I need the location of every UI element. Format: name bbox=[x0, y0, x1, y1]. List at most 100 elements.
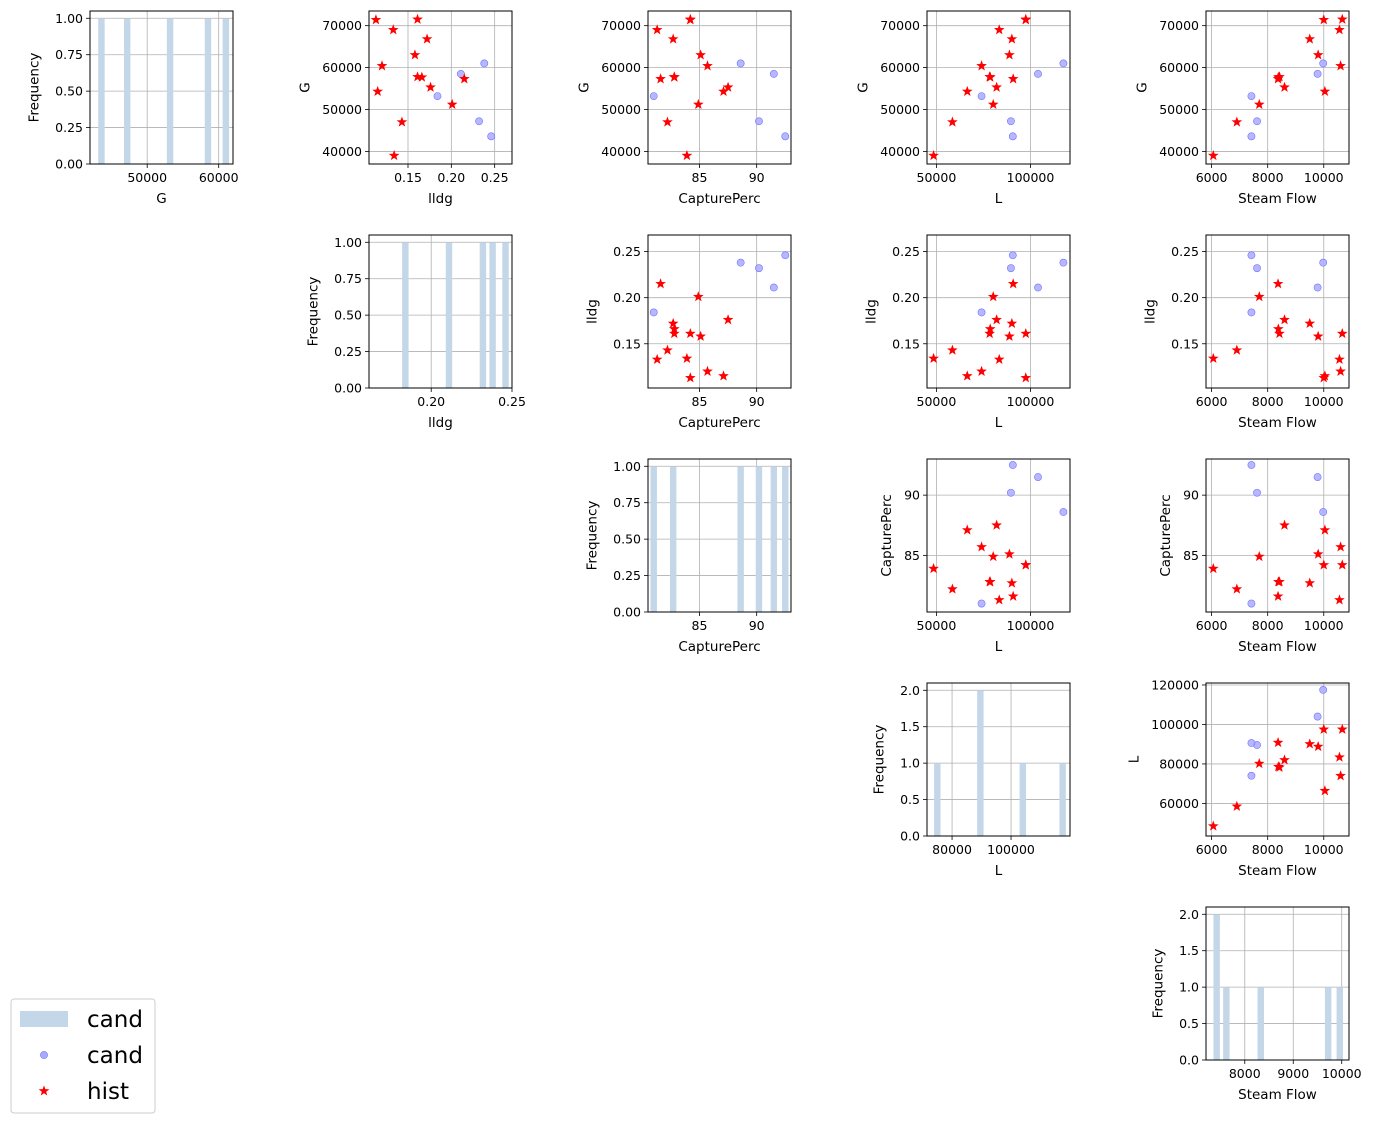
y-tick-label: 85 bbox=[904, 548, 920, 563]
x-axis-label: L bbox=[995, 191, 1003, 207]
hist-star bbox=[991, 81, 1002, 92]
hist-star bbox=[1207, 820, 1219, 831]
x-tick-label: 60000 bbox=[199, 170, 239, 185]
y-tick-label: 0.75 bbox=[334, 271, 362, 286]
hist-star bbox=[1334, 751, 1345, 762]
y-axis-label: L bbox=[1127, 755, 1143, 763]
hist-star bbox=[1231, 116, 1243, 127]
scatter-panel-g-vs-lldg-grid bbox=[369, 11, 512, 164]
cand-point bbox=[1247, 599, 1256, 608]
hist-star bbox=[1207, 150, 1219, 161]
histogram-bar bbox=[445, 242, 453, 388]
hist-star bbox=[991, 314, 1002, 325]
y-tick-label: 50000 bbox=[601, 102, 641, 117]
hist-star bbox=[976, 60, 987, 71]
y-axis-label: G bbox=[856, 82, 872, 92]
y-tick-label: 1.00 bbox=[55, 11, 83, 26]
cand-point bbox=[1008, 461, 1017, 469]
hist-star bbox=[1312, 548, 1324, 559]
hist-panel-l-bg bbox=[927, 683, 1070, 836]
hist-star bbox=[1304, 317, 1316, 329]
hist-star bbox=[651, 353, 663, 364]
hist-star bbox=[693, 291, 704, 302]
y-tick-label: 120000 bbox=[1151, 677, 1199, 692]
hist-star bbox=[1272, 278, 1284, 289]
y-tick-label: 0.25 bbox=[613, 568, 641, 583]
scatter-panel-g-vs-steam-flow-bg bbox=[1206, 11, 1349, 164]
hist-star bbox=[1319, 785, 1331, 796]
hist-star bbox=[1312, 49, 1324, 60]
legend-label: cand bbox=[87, 1043, 143, 1069]
scatter-panel-lldg-vs-steam-flow-frame bbox=[1205, 234, 1350, 389]
histogram-bar bbox=[1336, 987, 1344, 1060]
cand-point bbox=[475, 117, 483, 126]
hist-star bbox=[984, 328, 995, 339]
hist-panel-captureperc-frame bbox=[647, 458, 792, 613]
x-tick-label: 10000 bbox=[1304, 618, 1344, 633]
cand-point bbox=[1059, 258, 1068, 267]
hist-star bbox=[722, 314, 734, 325]
hist-star bbox=[668, 328, 680, 339]
histogram-bar bbox=[1019, 763, 1027, 836]
scatter-panel-g-vs-lldg-frame bbox=[368, 10, 513, 165]
x-tick-label: 0.20 bbox=[417, 394, 445, 409]
scatter-panel-lldg-vs-steam-flow-bg bbox=[1206, 235, 1349, 388]
x-axis-label: CapturePerc bbox=[678, 639, 760, 655]
hist-panel-l: 80000 100000 0.0 0.5 1.0 1.5 2.0 L Frequency bbox=[871, 682, 1071, 879]
histogram-bar bbox=[1257, 987, 1264, 1060]
legend-label: hist bbox=[87, 1079, 129, 1105]
hist-panel-captureperc-bg bbox=[648, 459, 791, 612]
hist-star bbox=[1318, 14, 1330, 25]
x-tick-label: 8000 bbox=[1252, 618, 1284, 633]
hist-star bbox=[1020, 559, 1032, 570]
scatter-panel-g-vs-l-frame bbox=[926, 10, 1071, 165]
y-tick-label: 0.50 bbox=[55, 84, 83, 99]
histogram-bar bbox=[934, 763, 941, 836]
hist-star bbox=[1318, 559, 1330, 570]
x-tick-label: 50000 bbox=[127, 170, 167, 185]
cand-point bbox=[1247, 92, 1256, 100]
cand-point bbox=[1247, 132, 1256, 141]
x-tick-label: 8000 bbox=[1229, 1066, 1261, 1081]
hist-star bbox=[388, 150, 400, 161]
hist-star bbox=[685, 13, 696, 24]
histogram-bar bbox=[737, 466, 744, 612]
cand-point bbox=[736, 258, 745, 267]
hist-star bbox=[976, 365, 987, 376]
hist-star bbox=[651, 24, 663, 35]
cand-point bbox=[1313, 473, 1322, 481]
hist-star bbox=[1335, 541, 1346, 552]
hist-panel-g-bg bbox=[90, 11, 233, 164]
hist-star bbox=[1334, 594, 1345, 605]
hist-star bbox=[1007, 590, 1019, 601]
y-axis-label: lldg bbox=[863, 299, 879, 324]
scatter-panel-captureperc-vs-l-grid bbox=[927, 459, 1070, 612]
cand-point bbox=[487, 132, 496, 141]
y-tick-label: 2.0 bbox=[900, 683, 920, 698]
hist-star bbox=[1253, 291, 1265, 302]
hist-panel-captureperc: 85 90 0.00 0.25 0.50 0.75 1.00 CapturePerc Frequ… bbox=[584, 458, 792, 655]
x-axis-label: lldg bbox=[428, 415, 453, 431]
hist-star bbox=[987, 291, 999, 302]
hist-star bbox=[993, 353, 1005, 364]
scatter-panel-g-vs-l: 50000 100000 40000 50000 60000 70000 L G bbox=[856, 10, 1071, 207]
x-axis-label: L bbox=[995, 863, 1003, 879]
y-tick-label: 70000 bbox=[880, 18, 920, 33]
y-axis-label: lldg bbox=[1142, 299, 1158, 324]
x-tick-label: 90 bbox=[749, 170, 765, 185]
hist-star bbox=[961, 85, 973, 97]
hist-panel-lldg-bg bbox=[369, 235, 512, 388]
hist-star bbox=[1334, 353, 1345, 364]
hist-star bbox=[681, 352, 693, 364]
x-tick-label: 85 bbox=[692, 170, 708, 185]
cand-point bbox=[977, 599, 986, 608]
cand-point bbox=[1253, 117, 1261, 126]
hist-star bbox=[1304, 33, 1316, 44]
x-tick-label: 90 bbox=[749, 618, 765, 633]
scatter-panel-g-vs-steam-flow: 6000 8000 10000 40000 50000 60000 70000 Steam F… bbox=[1135, 10, 1350, 207]
hist-star bbox=[1304, 738, 1316, 749]
x-tick-label: 10000 bbox=[1304, 842, 1344, 857]
y-tick-label: 0.75 bbox=[55, 47, 83, 62]
scatter-panel-captureperc-vs-l-bg bbox=[927, 459, 1070, 612]
